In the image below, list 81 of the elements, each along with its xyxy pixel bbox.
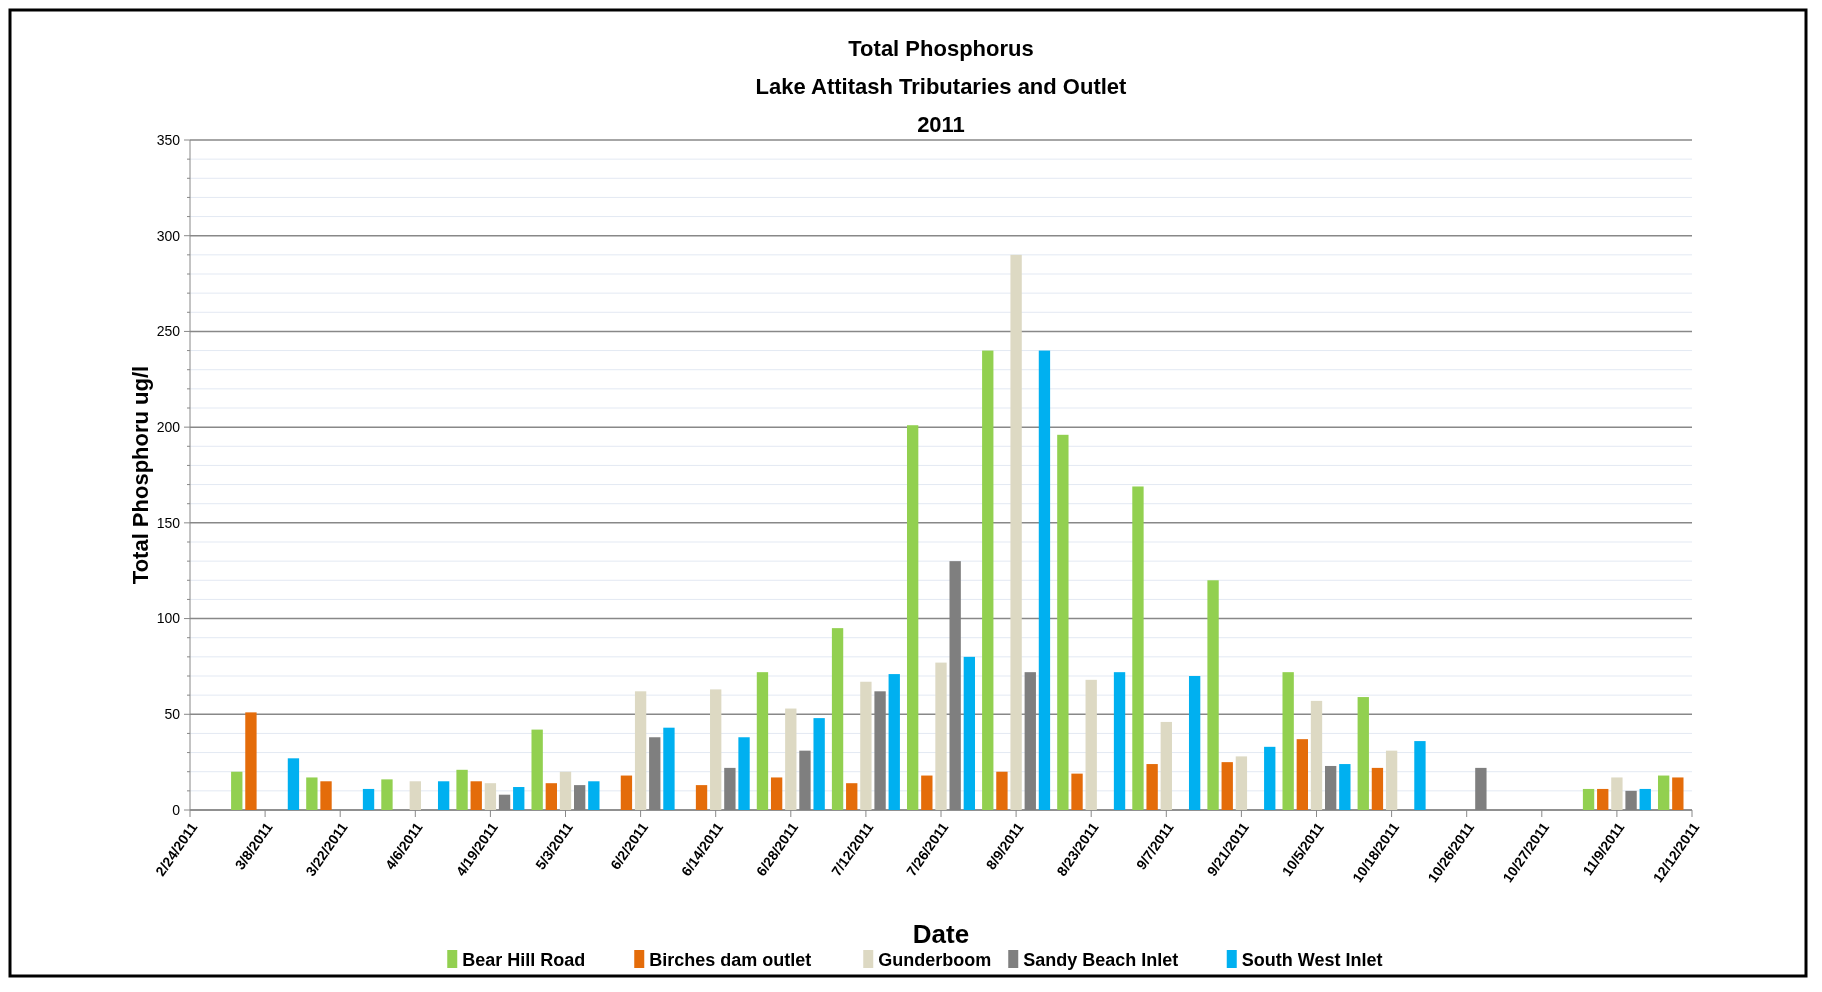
bar xyxy=(1057,434,1069,810)
bar xyxy=(1146,764,1158,810)
bar xyxy=(456,769,468,810)
bar xyxy=(1672,777,1684,810)
bar xyxy=(1357,697,1369,810)
bar xyxy=(1264,746,1276,810)
bar xyxy=(513,787,525,810)
bar xyxy=(1582,788,1595,810)
bar xyxy=(756,672,769,810)
bar xyxy=(846,783,858,810)
bar xyxy=(710,689,722,810)
bar xyxy=(996,771,1008,810)
bar xyxy=(231,771,243,810)
y-tick-label: 250 xyxy=(156,323,181,340)
y-tick-label: 200 xyxy=(156,419,181,436)
bar xyxy=(663,727,675,810)
bar xyxy=(437,781,450,810)
bar xyxy=(409,781,421,810)
y-tick-label: 50 xyxy=(164,706,181,723)
y-axis-title: Total Phosphoru ug/l xyxy=(128,365,153,585)
bar xyxy=(245,712,257,810)
bar xyxy=(1371,767,1384,810)
bar xyxy=(1071,773,1083,810)
bar xyxy=(860,681,872,810)
y-tick-label: 0 xyxy=(172,801,181,818)
bar xyxy=(982,350,994,810)
bar xyxy=(531,729,543,810)
y-tick-label: 100 xyxy=(156,610,181,627)
bar xyxy=(634,691,647,810)
bar xyxy=(921,775,933,810)
bar xyxy=(1113,672,1126,810)
chart-title: Total Phosphorus Lake Attitash Tributaries and Outlet 2011 xyxy=(755,36,1128,137)
bar xyxy=(1657,775,1670,810)
bar xyxy=(362,788,375,810)
bar xyxy=(320,781,332,810)
bar xyxy=(831,628,844,810)
bar xyxy=(695,785,708,810)
bar xyxy=(963,656,976,810)
x-axis-title: Date xyxy=(912,919,970,949)
bar xyxy=(1207,580,1219,810)
bar xyxy=(1414,741,1426,810)
bar xyxy=(1221,762,1233,810)
bar xyxy=(1296,739,1308,810)
bar xyxy=(738,737,750,810)
bar xyxy=(1010,254,1022,810)
bar xyxy=(906,425,919,810)
bar xyxy=(770,777,783,810)
bar xyxy=(381,779,393,810)
y-tick-label: 350 xyxy=(156,131,181,148)
bar xyxy=(1132,486,1144,810)
bar xyxy=(1639,788,1651,810)
bar xyxy=(935,662,947,810)
bar xyxy=(785,708,797,810)
y-tick-label: 300 xyxy=(156,227,181,244)
bar xyxy=(1385,750,1398,810)
bar xyxy=(888,674,900,810)
bar xyxy=(1235,756,1248,810)
bar xyxy=(1611,777,1623,810)
bar xyxy=(559,771,572,810)
bar xyxy=(484,783,497,810)
bar xyxy=(470,781,482,810)
bar xyxy=(588,781,600,810)
legend-label: Birches dam outlet xyxy=(649,950,812,970)
bar xyxy=(1085,679,1097,810)
bar xyxy=(1188,676,1201,810)
bar xyxy=(306,777,318,810)
bar xyxy=(1282,672,1294,810)
bar xyxy=(1038,350,1051,810)
bar xyxy=(620,775,633,810)
bar xyxy=(1339,764,1351,810)
bar xyxy=(1597,788,1609,810)
bar xyxy=(813,718,825,810)
bar xyxy=(1310,700,1323,810)
y-tick-label: 150 xyxy=(156,514,181,531)
legend-label: Bear Hill Road xyxy=(462,950,586,970)
bar xyxy=(287,758,300,810)
legend-label: South West Inlet xyxy=(1241,950,1383,970)
bar xyxy=(545,783,557,810)
legend-label: Gunderboom xyxy=(878,950,992,970)
bar xyxy=(1160,721,1172,810)
legend-label: Sandy Beach Inlet xyxy=(1023,950,1179,970)
